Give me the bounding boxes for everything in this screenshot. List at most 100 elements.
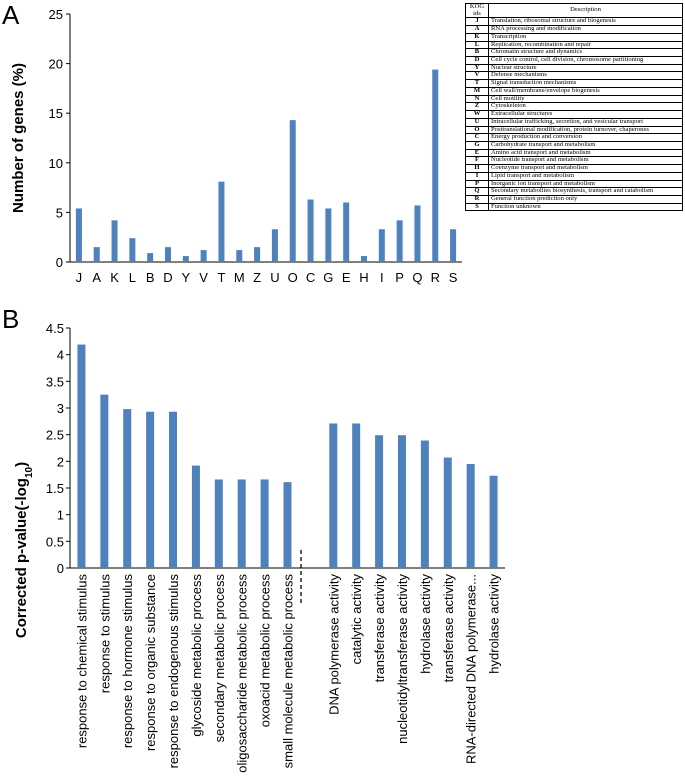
x-tick-label-b: response to organic substance (143, 574, 158, 751)
x-tick-label-b: small molecule metabolic process (281, 574, 296, 769)
bar-a-Q (414, 205, 421, 262)
bar-a-L (129, 238, 136, 262)
y-tick-label-a: 25 (49, 7, 63, 22)
x-tick-label-a: H (359, 270, 368, 285)
x-tick-label-b: transferase activity (441, 574, 456, 683)
x-tick-label-a: S (449, 270, 458, 285)
x-tick-label-a: T (217, 270, 225, 285)
bar-b-5 (191, 465, 200, 568)
x-tick-label-a: I (380, 270, 384, 285)
bar-b-15 (443, 457, 452, 568)
kog-row-S: S Function unknown (465, 202, 683, 212)
bar-a-G (325, 208, 332, 262)
bar-b-6 (214, 479, 223, 568)
x-tick-label-a: D (163, 270, 172, 285)
x-tick-label-b: response to endogenous stimulus (166, 574, 181, 769)
kog-description: Function unknown (488, 202, 683, 212)
bar-b-9 (283, 482, 292, 568)
kog-table-header: KOG ids Description (465, 2, 683, 19)
y-tick-label-b: 2 (57, 454, 64, 469)
y-tick-label-a: 0 (56, 255, 63, 270)
kog-header-description: Description (488, 2, 683, 19)
y-tick-label-b: 2.5 (46, 428, 64, 443)
kog-description: Lipid transport and metabolism (488, 171, 683, 181)
kog-description: Cell wall/membrane/envelope biogenesis (488, 86, 683, 96)
bar-b-12 (375, 435, 384, 568)
x-tick-label-b: secondary metabolic process (212, 574, 227, 743)
x-tick-label-b: hydrolase activity (487, 574, 502, 674)
kog-code: I (465, 171, 489, 181)
kog-code: S (465, 202, 489, 212)
x-tick-label-a: Y (181, 270, 190, 285)
x-tick-label-a: K (110, 270, 119, 285)
x-tick-label-a: J (76, 270, 83, 285)
kog-row-K: K Transcription (465, 32, 683, 42)
kog-header-ids: KOG ids (465, 2, 489, 19)
x-tick-label-b: RNA-directed DNA polymerase... (464, 574, 479, 764)
y-tick-label-b: 1 (57, 508, 64, 523)
bar-b-2 (123, 409, 132, 568)
bar-b-8 (260, 479, 269, 568)
bar-a-R (432, 69, 439, 262)
kog-description: Intracellular trafficking, secretion, an… (488, 117, 683, 127)
bar-a-O (289, 120, 296, 262)
bar-a-E (343, 202, 350, 262)
bar-a-J (75, 208, 82, 262)
x-tick-label-a: M (234, 270, 245, 285)
bar-a-I (378, 229, 385, 262)
bar-b-16 (466, 464, 475, 568)
bar-a-K (111, 220, 118, 262)
y-tick-label-b: 3 (57, 401, 64, 416)
y-tick-label-b: 3.5 (46, 374, 64, 389)
x-tick-label-a: P (395, 270, 404, 285)
x-tick-label-b: DNA polymerase activity (326, 574, 341, 715)
x-tick-label-a: G (323, 270, 333, 285)
bar-a-U (271, 229, 278, 262)
bar-b-7 (237, 479, 246, 568)
y-tick-label-a: 10 (49, 156, 63, 171)
y-axis-label-b-main: Corrected p-value(-log (13, 478, 30, 638)
bar-a-H (361, 256, 367, 262)
kog-row-U: U Intracellular trafficking, secretion, a… (465, 117, 683, 127)
y-tick-label-b: 1.5 (46, 481, 64, 496)
y-tick-label-b: 0.5 (46, 534, 64, 549)
kog-row-I: I Lipid transport and metabolism (465, 171, 683, 181)
bar-a-C (307, 199, 314, 262)
x-tick-label-a: C (306, 270, 315, 285)
y-tick-label-b: 4 (57, 348, 64, 363)
bar-a-Y (182, 256, 189, 262)
kog-row-G: G Carbohydrate transport and metabolism (465, 140, 683, 150)
y-tick-label-a: 5 (56, 205, 63, 220)
bar-a-Z (254, 247, 261, 262)
x-tick-label-b: oxoacid metabolic process (258, 574, 273, 728)
x-tick-label-a: B (146, 270, 155, 285)
y-axis-label-a: Number of genes (%) (10, 63, 27, 213)
y-axis-label-b-subscript: 10 (24, 466, 35, 478)
bar-b-17 (489, 475, 498, 568)
y-tick-label-a: 20 (49, 57, 63, 72)
bar-b-3 (146, 411, 155, 568)
x-tick-label-b: hydrolase activity (418, 574, 433, 674)
x-tick-label-b: response to hormone stimulus (120, 574, 135, 749)
x-tick-label-a: E (342, 270, 351, 285)
kog-code: U (465, 117, 489, 127)
bar-a-T (218, 181, 225, 262)
x-tick-label-a: Z (253, 270, 261, 285)
bar-b-4 (169, 411, 178, 568)
x-tick-label-b: glycoside metabolic process (189, 574, 204, 737)
kog-code: K (465, 32, 489, 42)
bar-a-M (236, 250, 243, 262)
bar-b-1 (100, 394, 109, 568)
kog-description: Carbohydrate transport and metabolism (488, 140, 683, 150)
kog-legend-table: KOG ids Description J Translation, riboso… (465, 2, 683, 212)
panel-a-label: A (2, 0, 20, 30)
panel-b-label: B (2, 304, 19, 334)
go-enrichment-chart: B Corrected p-value(-log10) 0 0.5 1 1.5 2 2.5… (2, 304, 505, 773)
y-tick-label-b: 4.5 (46, 321, 64, 336)
x-tick-label-a: O (288, 270, 298, 285)
bar-b-10 (329, 423, 338, 568)
bar-a-B (147, 253, 154, 262)
y-axis-label-b-close: ) (13, 462, 30, 467)
x-tick-label-a: A (92, 270, 101, 285)
